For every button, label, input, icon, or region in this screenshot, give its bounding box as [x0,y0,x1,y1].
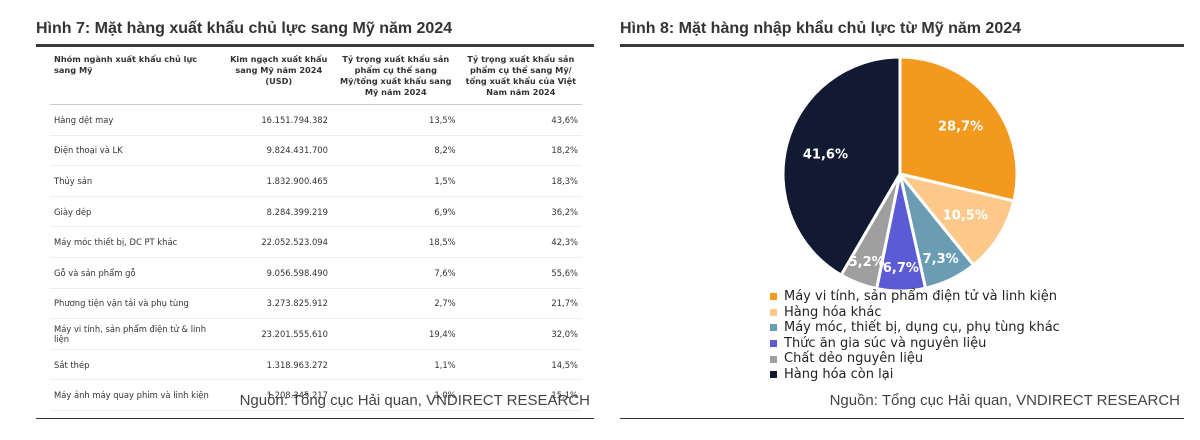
table-row: Máy vi tính, sản phẩm điện tử & linh liệ… [50,318,582,350]
legend-label: Thức ăn gia súc và nguyên liệu [784,335,987,351]
row-share: 36,2% [459,196,582,228]
row-share: 1,0% [331,379,460,411]
figure-7-source: Nguồn: Tổng cục Hải quan, VNDIRECT RESEA… [239,392,590,409]
legend-label: Hàng hóa khác [784,304,882,320]
table-row: Máy ảnh máy quay phim và linh kiện 1.208.… [50,379,582,411]
row-category: Thủy sản [50,165,226,197]
row-share: 1,1% [331,349,460,381]
legend-swatch [770,308,777,316]
row-value-usd: 9.056.598.490 [225,257,332,289]
column-header: Tỷ trọng xuất khẩu sản phẩm cụ thể sang … [459,52,582,105]
legend-swatch [770,355,777,363]
export-table: Nhóm ngành xuất khẩu chủ lực sang Mỹ Kim … [50,52,582,411]
pie-legend: Máy vi tính, sản phẩm điện tử và linh ki… [770,289,1060,383]
row-share: 42,3% [459,226,582,258]
row-value-usd: 3.273.825.912 [225,288,332,320]
legend-swatch [770,371,777,379]
row-category: Máy móc thiết bị, DC PT khác [50,226,226,258]
legend-item: Hàng hóa khác [770,305,1060,321]
row-value-usd: 23.201.555.610 [225,318,332,350]
row-value-usd: 1.832.900.465 [225,165,332,197]
row-share: 2,7% [331,288,460,320]
row-value-usd: 22.052.523.094 [225,226,332,258]
legend-item: Thức ăn gia súc và nguyên liệu [770,336,1060,352]
row-value-usd: 16.151.794.382 [225,104,332,136]
row-share: 43,6% [459,104,582,136]
figure-7-panel: Hình 7: Mặt hàng xuất khẩu chủ lực sang … [36,0,594,440]
legend-item: Máy móc, thiết bị, dụng cụ, phụ tùng khá… [770,320,1060,336]
table-row: Thủy sản 1.832.900.465 1,5% 18,3% [50,165,582,197]
row-share: 18,5% [331,226,460,258]
row-share: 6,9% [331,196,460,228]
table-header-row: Nhóm ngành xuất khẩu chủ lực sang Mỹ Kim … [50,52,582,105]
legend-label: Chất dẻo nguyên liệu [784,351,924,367]
row-share: 15,1% [459,379,582,411]
pie-slice-label: 41,6% [803,147,848,162]
row-share: 8,2% [331,135,460,167]
import-pie-chart: 28,7% 10,5% 7,3% 6,7%5,2% 41,6% [781,55,1019,293]
row-category: Giày dép [50,196,226,228]
legend-swatch [770,340,777,348]
row-share: 55,6% [459,257,582,289]
pie-slice-label: 28,7% [938,120,983,135]
row-value-usd: 1.318.963.272 [225,349,332,381]
table-row: Máy móc thiết bị, DC PT khác 22.052.523.0… [50,226,582,258]
row-category: Gỗ và sản phẩm gỗ [50,257,226,289]
row-value-usd: 9.824.431.700 [225,135,332,167]
figure-7-title: Hình 7: Mặt hàng xuất khẩu chủ lực sang … [36,20,453,37]
row-category: Hàng dệt may [50,104,226,136]
pie-slice-label: 6,7% [883,261,919,276]
row-share: 18,3% [459,165,582,197]
figure-8-bottom-rule [620,418,1184,419]
table-row: Sắt thép 1.318.963.272 1,1% 14,5% [50,349,582,381]
column-header: Kim ngạch xuất khẩu sang Mỹ năm 2024 (US… [225,52,332,105]
figure-8-title: Hình 8: Mặt hàng nhập khẩu chủ lực từ Mỹ… [620,20,1022,37]
row-category: Điện thoại và LK [50,135,226,167]
pie-slice-label: 5,2% [849,255,885,270]
row-value-usd: 1.208.345.217 [225,379,332,411]
column-header: Tỷ trọng xuất khẩu sản phẩm cụ thể sang … [331,52,460,105]
legend-swatch [770,324,777,332]
legend-item: Chất dẻo nguyên liệu [770,351,1060,367]
row-share: 1,5% [331,165,460,197]
row-category: Phương tiện vận tải và phụ tùng [50,288,226,320]
row-share: 18,2% [459,135,582,167]
legend-item: Máy vi tính, sản phẩm điện tử và linh ki… [770,289,1060,305]
row-value-usd: 8.284.399.219 [225,196,332,228]
table-row: Hàng dệt may 16.151.794.382 13,5% 43,6% [50,104,582,136]
row-share: 14,5% [459,349,582,381]
figure-8-top-rule [620,44,1184,47]
legend-item: Hàng hóa còn lại [770,367,1060,383]
column-header: Nhóm ngành xuất khẩu chủ lực sang Mỹ [50,52,226,105]
legend-label: Hàng hóa còn lại [784,366,894,382]
row-share: 7,6% [331,257,460,289]
pie-slice-label: 10,5% [943,209,988,224]
table-row: Điện thoại và LK 9.824.431.700 8,2% 18,2% [50,135,582,167]
pie-slice-label: 7,3% [923,252,959,267]
figure-8-source: Nguồn: Tổng cục Hải quan, VNDIRECT RESEA… [829,392,1180,409]
row-share: 21,7% [459,288,582,320]
row-share: 19,4% [331,318,460,350]
pie-slice [781,55,902,278]
row-category: Sắt thép [50,349,226,381]
table-row: Giày dép 8.284.399.219 6,9% 36,2% [50,196,582,228]
table-row: Gỗ và sản phẩm gỗ 9.056.598.490 7,6% 55,6% [50,257,582,289]
legend-swatch [770,293,777,301]
legend-label: Máy móc, thiết bị, dụng cụ, phụ tùng khá… [784,320,1060,336]
row-share: 32,0% [459,318,582,350]
figure-7-top-rule [36,44,594,47]
table-row: Phương tiện vận tải và phụ tùng 3.273.825… [50,288,582,320]
row-category: Máy ảnh máy quay phim và linh kiện [50,379,226,411]
figure-7-bottom-rule [36,418,594,419]
row-category: Máy vi tính, sản phẩm điện tử & linh liệ… [50,318,226,350]
row-share: 13,5% [331,104,460,136]
figure-8-panel: Hình 8: Mặt hàng nhập khẩu chủ lực từ Mỹ… [620,0,1184,440]
legend-label: Máy vi tính, sản phẩm điện tử và linh ki… [784,289,1057,304]
pie-slice [898,55,1019,203]
